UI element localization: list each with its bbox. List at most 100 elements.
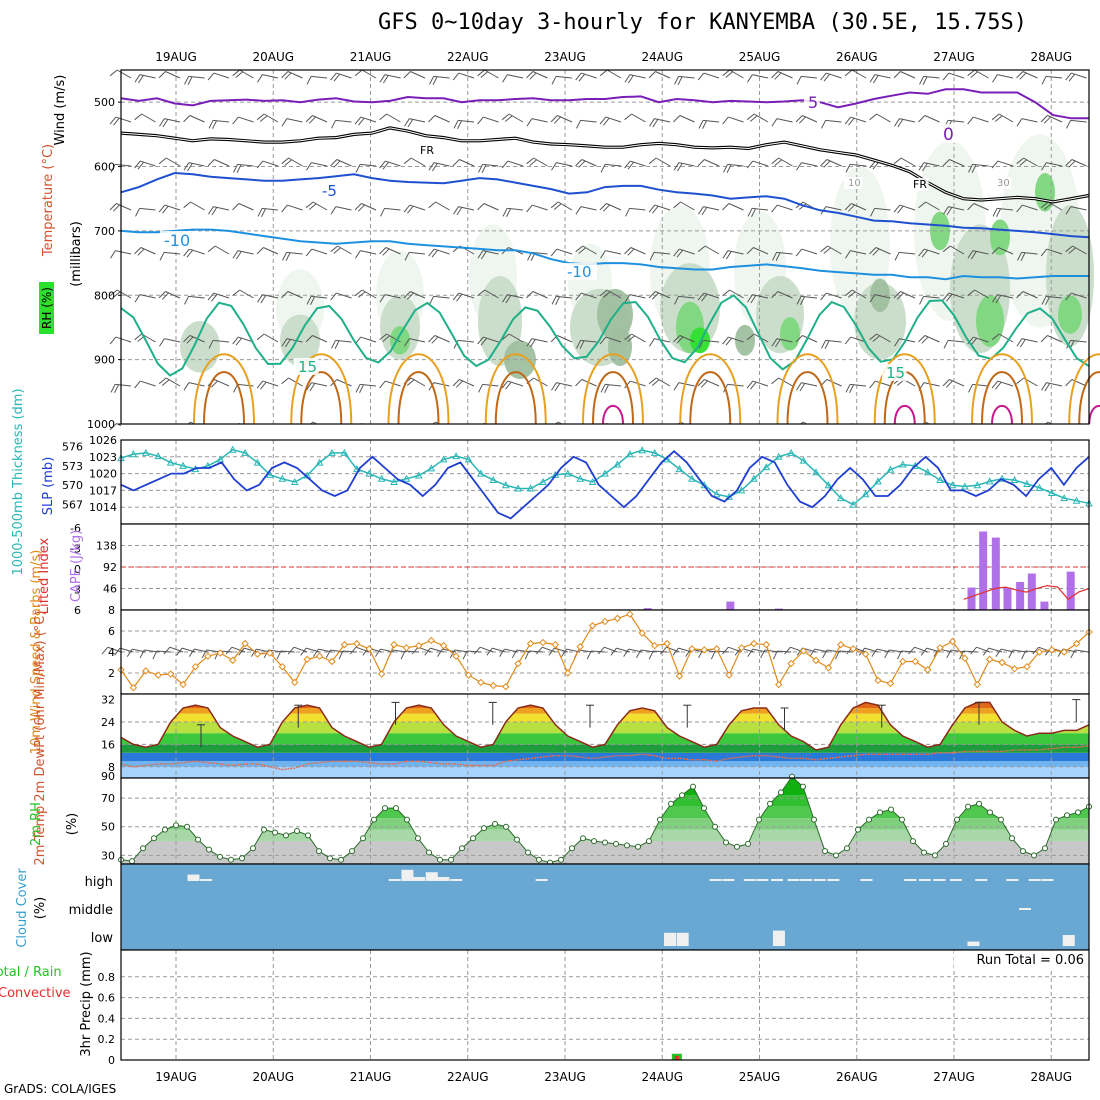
rh-panel-unit: (%)	[65, 813, 80, 836]
wind-barb	[604, 646, 618, 653]
wind-speed-point	[775, 680, 783, 689]
thickness-point	[1035, 483, 1044, 491]
wind-barb	[164, 338, 181, 343]
rh-point	[899, 816, 905, 823]
wind-barb-feather	[431, 336, 439, 344]
wind-barb-feather	[873, 75, 879, 84]
wind-barb-feather	[1008, 649, 1014, 659]
wind-barb-feather	[677, 163, 683, 172]
wind-speed-point	[675, 672, 684, 680]
wind-barb-feather	[379, 247, 387, 255]
cloud-bar-high	[535, 879, 548, 881]
wind-barb-feather	[795, 335, 803, 343]
wind-barb	[581, 72, 597, 79]
wind-barb-feather	[872, 248, 880, 256]
wind-barb	[404, 650, 419, 653]
wind-barb-feather	[784, 646, 791, 655]
wind-speed-point	[576, 643, 584, 651]
thickness-point	[861, 490, 870, 498]
wind-barb-feather	[942, 159, 950, 167]
wind-barb	[653, 650, 668, 653]
cape-axis-label: CAPE (J/kg)	[69, 530, 84, 602]
temp-tick-label: 16	[101, 738, 115, 751]
wind-barb-feather	[134, 113, 142, 121]
wind-barb-feather	[330, 292, 337, 301]
thickness-tick-label: 576	[62, 440, 83, 453]
wind-barb-feather	[478, 384, 484, 393]
wind-barb-feather	[844, 69, 853, 77]
wind-speed-point	[502, 682, 510, 691]
day-label-bottom: 27AUG	[933, 1070, 975, 1084]
wind-barb-feather	[967, 203, 975, 211]
wind-barb-feather	[946, 293, 953, 302]
wind-barb-feather	[771, 291, 779, 299]
wind-barb	[851, 289, 867, 299]
rh-point	[976, 800, 982, 807]
wind-barb-feather	[382, 248, 390, 256]
precip-axis-label: 3hr Precip (mm)	[79, 951, 94, 1056]
cloud-bar-low	[664, 932, 677, 946]
wind-barb	[802, 115, 818, 123]
rh-point	[151, 835, 157, 842]
wind-barb	[213, 119, 230, 123]
wind-barb-feather	[477, 69, 485, 77]
day-label-top: 22AUG	[447, 50, 489, 64]
wind-barb	[703, 119, 720, 123]
wind-barb-feather	[946, 649, 952, 659]
wind-barb-feather	[747, 294, 753, 303]
wind-barb	[801, 162, 818, 167]
thickness-point	[501, 481, 510, 489]
thickness-point	[899, 460, 907, 468]
wind-barb	[973, 336, 989, 343]
day-label-bottom: 19AUG	[155, 1070, 197, 1084]
wind-barb-feather	[897, 119, 904, 128]
wind-barb-feather	[183, 201, 191, 209]
wind-barb-feather	[256, 380, 264, 389]
wind-barb-feather	[462, 650, 468, 660]
wind-barb	[556, 382, 573, 387]
wind-barb-feather	[285, 339, 291, 348]
rh-shade-region	[280, 314, 320, 367]
wind-barb-feather	[428, 335, 436, 343]
wind-barb	[580, 339, 597, 343]
wind-barb-feather	[502, 294, 508, 303]
wind-barb	[213, 292, 230, 299]
wind-barb-feather	[308, 116, 316, 124]
wind-barb-feather	[942, 72, 950, 81]
wind-barb-feather	[109, 69, 118, 77]
wind-speed-point	[154, 671, 162, 679]
rh-point	[723, 839, 729, 846]
cloud-bar-high	[425, 872, 438, 881]
wind-barb-feather	[480, 71, 489, 78]
wind-speed-point	[762, 640, 771, 649]
wind-barb	[528, 650, 543, 653]
contour-label: -10	[567, 263, 592, 281]
wind-barb	[239, 289, 254, 299]
wind-barb-feather	[110, 250, 116, 259]
wind-barb	[164, 251, 181, 255]
cloud-panel-title: Cloud Cover	[15, 868, 30, 948]
wind-barb-feather	[746, 380, 754, 389]
wind-barb	[458, 339, 475, 343]
rh-point	[1020, 848, 1026, 855]
wind-barb-feather	[526, 204, 533, 213]
wind-barb	[336, 159, 352, 167]
wind-speed-point	[737, 644, 746, 652]
cloud-bar-high	[904, 879, 917, 881]
wind-speed-point	[390, 640, 398, 649]
wind-speed-point	[1023, 662, 1031, 671]
wind-barb	[874, 74, 891, 79]
wind-barb	[923, 382, 940, 387]
wind-barb	[360, 116, 377, 123]
wind-barb-feather	[872, 335, 881, 342]
wind-barb-feather	[449, 649, 456, 659]
wind-barb-feather	[1068, 247, 1077, 254]
thickness-point	[787, 448, 795, 456]
wind-barb-feather	[109, 289, 118, 297]
wind-barb-feather	[455, 380, 463, 388]
wind-barb	[1022, 71, 1038, 79]
wind-barb-feather	[995, 295, 1002, 304]
wind-barb	[165, 157, 181, 167]
wind-barb-feather	[152, 650, 158, 660]
wind-barb-feather	[673, 382, 680, 391]
